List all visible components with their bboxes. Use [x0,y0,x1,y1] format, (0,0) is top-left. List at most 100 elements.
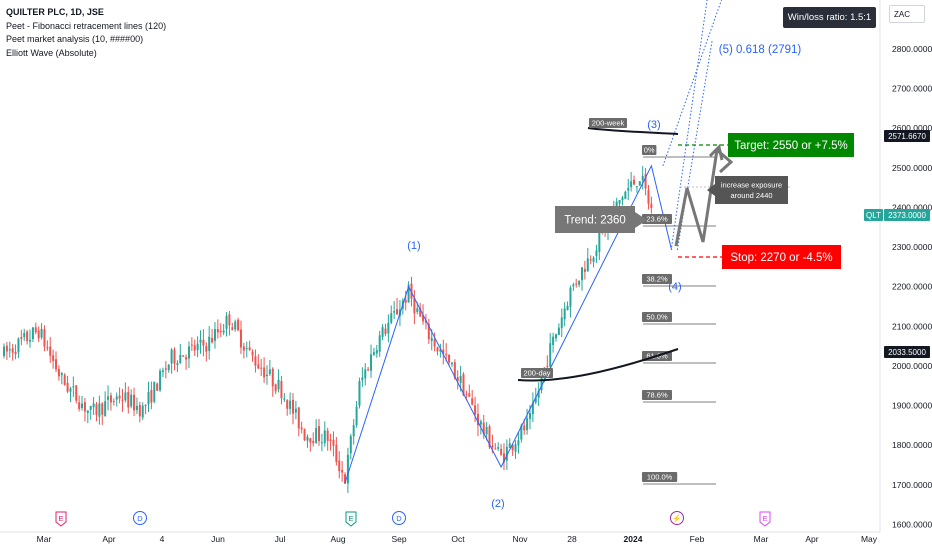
candle [176,360,179,373]
candle [650,196,653,214]
candle [407,281,410,303]
candle [222,323,225,336]
candle-body [185,357,188,360]
candle [133,387,136,417]
candle-body [407,284,410,303]
candle [55,351,58,373]
candle [563,302,566,327]
candle-body [263,367,266,378]
legend-symbol-title[interactable]: QUILTER PLC, 1D, JSE [6,7,104,17]
candle-body [537,390,540,398]
candle [104,391,107,417]
candle-body [182,355,185,357]
x-tick-label: Mar [37,534,52,544]
dividend-marker: D [392,511,406,525]
candle-body [332,439,335,446]
symbol-tag-bg [864,209,883,221]
candle-body [586,258,589,272]
wave-label: (1) [407,240,420,252]
candle [552,332,555,353]
candle-body [641,175,644,181]
x-tick-label: Oct [451,534,465,544]
candle-body [647,190,650,204]
candle-body [268,369,271,374]
legend-market-analysis-indicator[interactable]: Peet market analysis (10, ####00) [6,34,144,44]
candle [52,349,55,369]
candle-body [410,283,413,299]
trend-pointer [635,212,647,228]
candle [433,332,436,352]
candle-body [312,440,315,443]
candle [581,266,583,291]
candle [219,323,222,337]
candle-body [306,436,309,441]
candle [323,421,326,447]
candle [86,410,89,424]
candle [83,397,86,422]
candle-body [294,408,297,413]
wave-label: (2) [491,498,504,510]
candle [46,340,49,351]
candle-body [315,428,318,444]
wave-label: (5) 0.618 (2791) [719,44,802,56]
candle [635,185,638,193]
currency-selector[interactable]: ZAC [889,5,925,23]
candle [202,329,205,357]
wave-label: (3) [647,119,660,131]
candle [471,389,474,406]
x-tick-label: 2024 [624,534,643,544]
x-tick-label: May [861,534,878,544]
legend-elliott-wave-indicator[interactable]: Elliott Wave (Absolute) [6,47,97,58]
x-tick-label: Jul [275,534,286,544]
candle-body [222,330,225,333]
candle [231,322,234,331]
candle-body [468,393,471,397]
chart-legend: QUILTER PLC, 1D, JSE Peet - Fibonacci re… [6,6,166,60]
candle-body [205,346,208,352]
candle [589,255,592,265]
candle-body [231,327,234,331]
legend-fibonacci-indicator[interactable]: Peet - Fibonacci retracement lines (120) [6,20,167,31]
fib-label: 38.2% [646,275,668,284]
candle [381,324,384,341]
candle [17,337,20,359]
candle-body [196,343,199,351]
candle-body [199,339,202,343]
candle-body [228,314,231,326]
candle-body [465,393,468,395]
candle-body [115,396,118,400]
candle [644,167,647,196]
candle-body [37,330,40,339]
moving-averages: 200-day 200-week [517,118,679,382]
candle [297,406,300,437]
candle [361,367,364,387]
candle [312,432,315,447]
ma-200-week-label: 200-week [592,119,625,128]
fib-label-bg [642,274,672,284]
fib-label-bg [642,390,672,400]
candle-body [479,421,482,425]
candle-body [569,287,572,307]
candle-body [635,186,638,188]
candle-body [390,313,393,323]
candle [170,347,173,374]
candle [237,317,240,332]
candle-body [280,381,283,399]
candle [335,436,338,466]
candle [355,400,358,428]
candle-body [633,179,636,185]
candle-body [309,438,312,443]
candle [300,421,303,434]
candle-body [265,374,268,377]
candle-body [531,402,534,415]
candle-body [107,396,110,400]
candle-body [517,440,520,446]
marker-letter: E [348,514,353,523]
candle [537,382,540,407]
candle [98,395,101,425]
candle-body [494,448,497,450]
candle [283,393,286,403]
y-tick-label: 2400.0000 [892,202,932,212]
